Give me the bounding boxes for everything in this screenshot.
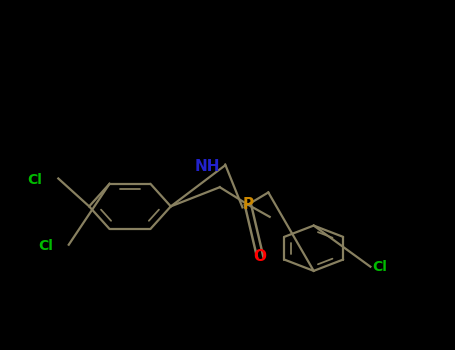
Text: Cl: Cl: [28, 173, 42, 187]
Text: Cl: Cl: [373, 260, 388, 274]
Text: Cl: Cl: [38, 239, 53, 253]
Text: NH: NH: [194, 159, 220, 174]
Text: O: O: [253, 250, 267, 264]
Text: P: P: [243, 197, 253, 212]
